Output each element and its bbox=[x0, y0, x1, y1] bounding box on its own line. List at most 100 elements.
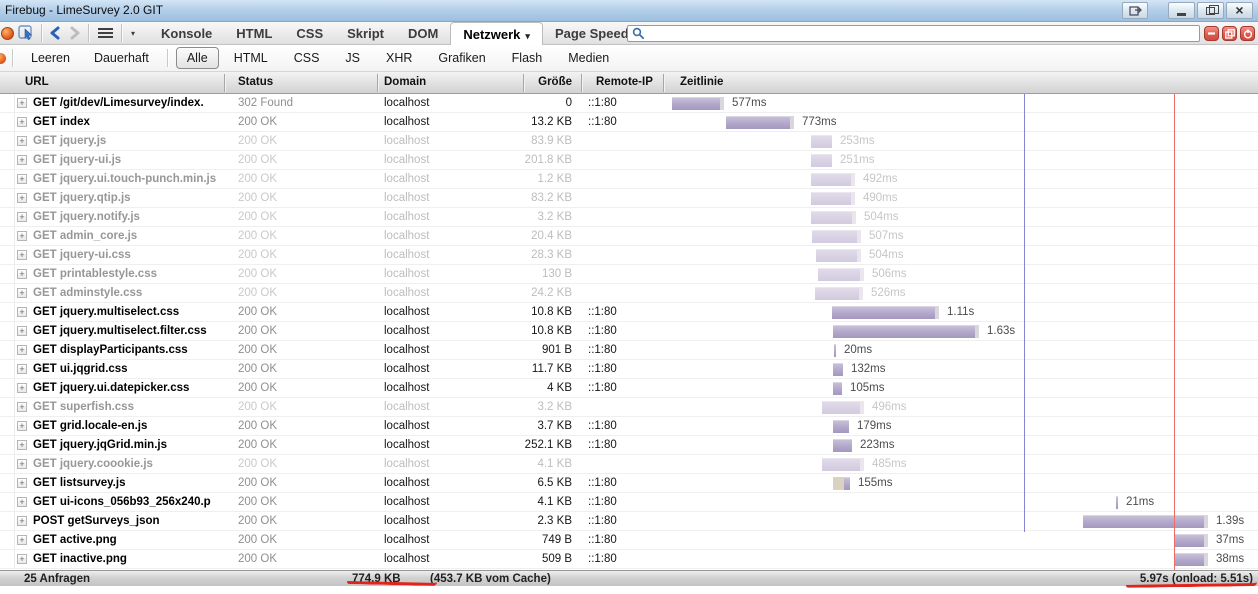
table-row[interactable]: + GET jquery.jqGrid.min.js 200 OK localhost… bbox=[0, 436, 1258, 455]
request-url[interactable]: GET jquery.js bbox=[33, 135, 107, 147]
expand-icon[interactable]: + bbox=[17, 117, 27, 127]
column-header-status[interactable]: Status bbox=[238, 76, 274, 88]
expand-icon[interactable]: + bbox=[17, 136, 27, 146]
expand-icon[interactable]: + bbox=[17, 383, 27, 393]
expand-icon[interactable]: + bbox=[17, 364, 27, 374]
table-row[interactable]: + GET jquery.ui.touch-punch.min.js 200 OK l… bbox=[0, 170, 1258, 189]
expand-icon[interactable]: + bbox=[17, 288, 27, 298]
table-row[interactable]: + GET inactive.png 200 OK localhost 509 B::1… bbox=[0, 550, 1258, 569]
column-header-size[interactable]: Größe bbox=[538, 76, 572, 88]
expand-icon[interactable]: + bbox=[17, 497, 27, 507]
request-url[interactable]: GET superfish.css bbox=[33, 401, 134, 413]
request-url[interactable]: GET ui.jqgrid.css bbox=[33, 363, 128, 375]
expand-icon[interactable]: + bbox=[17, 402, 27, 412]
firebug-logo-icon[interactable] bbox=[1, 26, 14, 40]
table-row[interactable]: + GET displayParticipants.css 200 OK localh… bbox=[0, 341, 1258, 360]
expand-icon[interactable]: + bbox=[17, 326, 27, 336]
request-url[interactable]: GET jquery.notify.js bbox=[33, 211, 140, 223]
table-row[interactable]: + GET ui-icons_056b93_256x240.p 200 OK loca… bbox=[0, 493, 1258, 512]
request-url[interactable]: GET admin_core.js bbox=[33, 230, 138, 242]
request-url[interactable]: GET listsurvey.js bbox=[33, 477, 126, 489]
expand-icon[interactable]: + bbox=[17, 516, 27, 526]
table-row[interactable]: + GET jquery.multiselect.css 200 OK localho… bbox=[0, 303, 1258, 322]
request-url[interactable]: GET jquery-ui.js bbox=[33, 154, 122, 166]
table-row[interactable]: + GET jquery.qtip.js 200 OK localhost 83.2 K… bbox=[0, 189, 1258, 208]
table-row[interactable]: + GET adminstyle.css 200 OK localhost 24.2 K… bbox=[0, 284, 1258, 303]
expand-icon[interactable]: + bbox=[17, 98, 27, 108]
expand-icon[interactable]: + bbox=[17, 307, 27, 317]
table-row[interactable]: + GET admin_core.js 200 OK localhost 20.4 KB… bbox=[0, 227, 1258, 246]
request-url[interactable]: GET inactive.png bbox=[33, 553, 127, 565]
filter-html[interactable]: HTML bbox=[233, 51, 268, 65]
table-row[interactable]: + GET index 200 OK localhost 13.2 KB::1:80 77… bbox=[0, 113, 1258, 132]
action-dauerhaft[interactable]: Dauerhaft bbox=[93, 51, 149, 65]
request-url[interactable]: GET jquery.multiselect.css bbox=[33, 306, 180, 318]
request-url[interactable]: POST getSurveys_json bbox=[33, 515, 160, 527]
tab-netzwerk[interactable]: Netzwerk ▾ bbox=[450, 21, 543, 45]
table-row[interactable]: + GET jquery.js 200 OK localhost 83.9 KB 253m… bbox=[0, 132, 1258, 151]
expand-icon[interactable]: + bbox=[17, 459, 27, 469]
request-url[interactable]: GET jquery.qtip.js bbox=[33, 192, 131, 204]
request-url[interactable]: GET active.png bbox=[33, 534, 117, 546]
filter-medien[interactable]: Medien bbox=[568, 51, 610, 65]
filter-alle[interactable]: Alle bbox=[175, 47, 219, 69]
table-row[interactable]: + GET jquery.coookie.js 200 OK localhost 4.1… bbox=[0, 455, 1258, 474]
tab-skript[interactable]: Skript bbox=[347, 25, 384, 41]
table-row[interactable]: + GET superfish.css 200 OK localhost 3.2 KB 4… bbox=[0, 398, 1258, 417]
request-url[interactable]: GET printablestyle.css bbox=[33, 268, 157, 280]
minimize-button[interactable] bbox=[1168, 2, 1195, 19]
tab-html[interactable]: HTML bbox=[236, 25, 273, 41]
column-header-url[interactable]: URL bbox=[25, 76, 49, 88]
request-url[interactable]: GET /git/dev/Limesurvey/index. bbox=[33, 97, 204, 109]
close-button[interactable]: × bbox=[1226, 2, 1253, 19]
expand-icon[interactable]: + bbox=[17, 193, 27, 203]
filter-flash[interactable]: Flash bbox=[511, 51, 543, 65]
request-url[interactable]: GET ui-icons_056b93_256x240.p bbox=[33, 496, 211, 508]
detach-window-button[interactable] bbox=[1122, 2, 1148, 19]
table-row[interactable]: + GET jquery.notify.js 200 OK localhost 3.2 … bbox=[0, 208, 1258, 227]
request-url[interactable]: GET jquery.ui.datepicker.css bbox=[33, 382, 190, 394]
expand-icon[interactable]: + bbox=[17, 250, 27, 260]
expand-icon[interactable]: + bbox=[17, 440, 27, 450]
forward-button[interactable] bbox=[65, 23, 85, 43]
filter-js[interactable]: JS bbox=[345, 51, 361, 65]
table-row[interactable]: + GET jquery.multiselect.filter.css 200 OK… bbox=[0, 322, 1258, 341]
filter-css[interactable]: CSS bbox=[293, 51, 320, 65]
filter-xhr[interactable]: XHR bbox=[386, 51, 413, 65]
table-row[interactable]: + GET printablestyle.css 200 OK localhost 13… bbox=[0, 265, 1258, 284]
search-box[interactable] bbox=[627, 25, 1200, 42]
column-header-domain[interactable]: Domain bbox=[384, 76, 427, 88]
table-row[interactable]: + GET jquery-ui.css 200 OK localhost 28.3 KB… bbox=[0, 246, 1258, 265]
table-row[interactable]: + GET jquery-ui.js 200 OK localhost 201.8 KB… bbox=[0, 151, 1258, 170]
table-row[interactable]: + POST getSurveys_json 200 OK localhost 2.3 … bbox=[0, 512, 1258, 531]
expand-icon[interactable]: + bbox=[17, 554, 27, 564]
firebug-minimize-button[interactable] bbox=[1204, 26, 1219, 41]
firebug-menu-button[interactable] bbox=[92, 23, 118, 43]
request-url[interactable]: GET jquery.jqGrid.min.js bbox=[33, 439, 167, 451]
request-url[interactable]: GET jquery.coookie.js bbox=[33, 458, 153, 470]
table-row[interactable]: + GET jquery.ui.datepicker.css 200 OK local… bbox=[0, 379, 1258, 398]
tab-konsole[interactable]: Konsole bbox=[161, 25, 213, 41]
inspect-element-button[interactable] bbox=[17, 24, 37, 42]
request-url[interactable]: GET jquery-ui.css bbox=[33, 249, 131, 261]
expand-icon[interactable]: + bbox=[17, 231, 27, 241]
request-url[interactable]: GET adminstyle.css bbox=[33, 287, 143, 299]
request-url[interactable]: GET jquery.multiselect.filter.css bbox=[33, 325, 207, 337]
firebug-close-button[interactable] bbox=[1240, 26, 1255, 41]
column-header-remote-ip[interactable]: Remote-IP bbox=[596, 76, 653, 88]
tab-css[interactable]: CSS bbox=[296, 25, 324, 41]
table-row[interactable]: + GET grid.locale-en.js 200 OK localhost 3.7… bbox=[0, 417, 1258, 436]
firebug-open-window-button[interactable] bbox=[1222, 26, 1237, 41]
action-leeren[interactable]: Leeren bbox=[31, 51, 70, 65]
request-url[interactable]: GET index bbox=[33, 116, 90, 128]
request-url[interactable]: GET grid.locale-en.js bbox=[33, 420, 148, 432]
tab-page-speed[interactable]: Page Speed bbox=[554, 25, 629, 41]
request-url[interactable]: GET jquery.ui.touch-punch.min.js bbox=[33, 173, 217, 185]
column-header-timeline[interactable]: Zeitlinie bbox=[680, 76, 724, 88]
table-row[interactable]: + GET active.png 200 OK localhost 749 B::1:8… bbox=[0, 531, 1258, 550]
restore-button[interactable] bbox=[1197, 2, 1224, 19]
expand-icon[interactable]: + bbox=[17, 478, 27, 488]
table-row[interactable]: + GET listsurvey.js 200 OK localhost 6.5 KB:… bbox=[0, 474, 1258, 493]
filter-grafiken[interactable]: Grafiken bbox=[438, 51, 486, 65]
expand-icon[interactable]: + bbox=[17, 421, 27, 431]
